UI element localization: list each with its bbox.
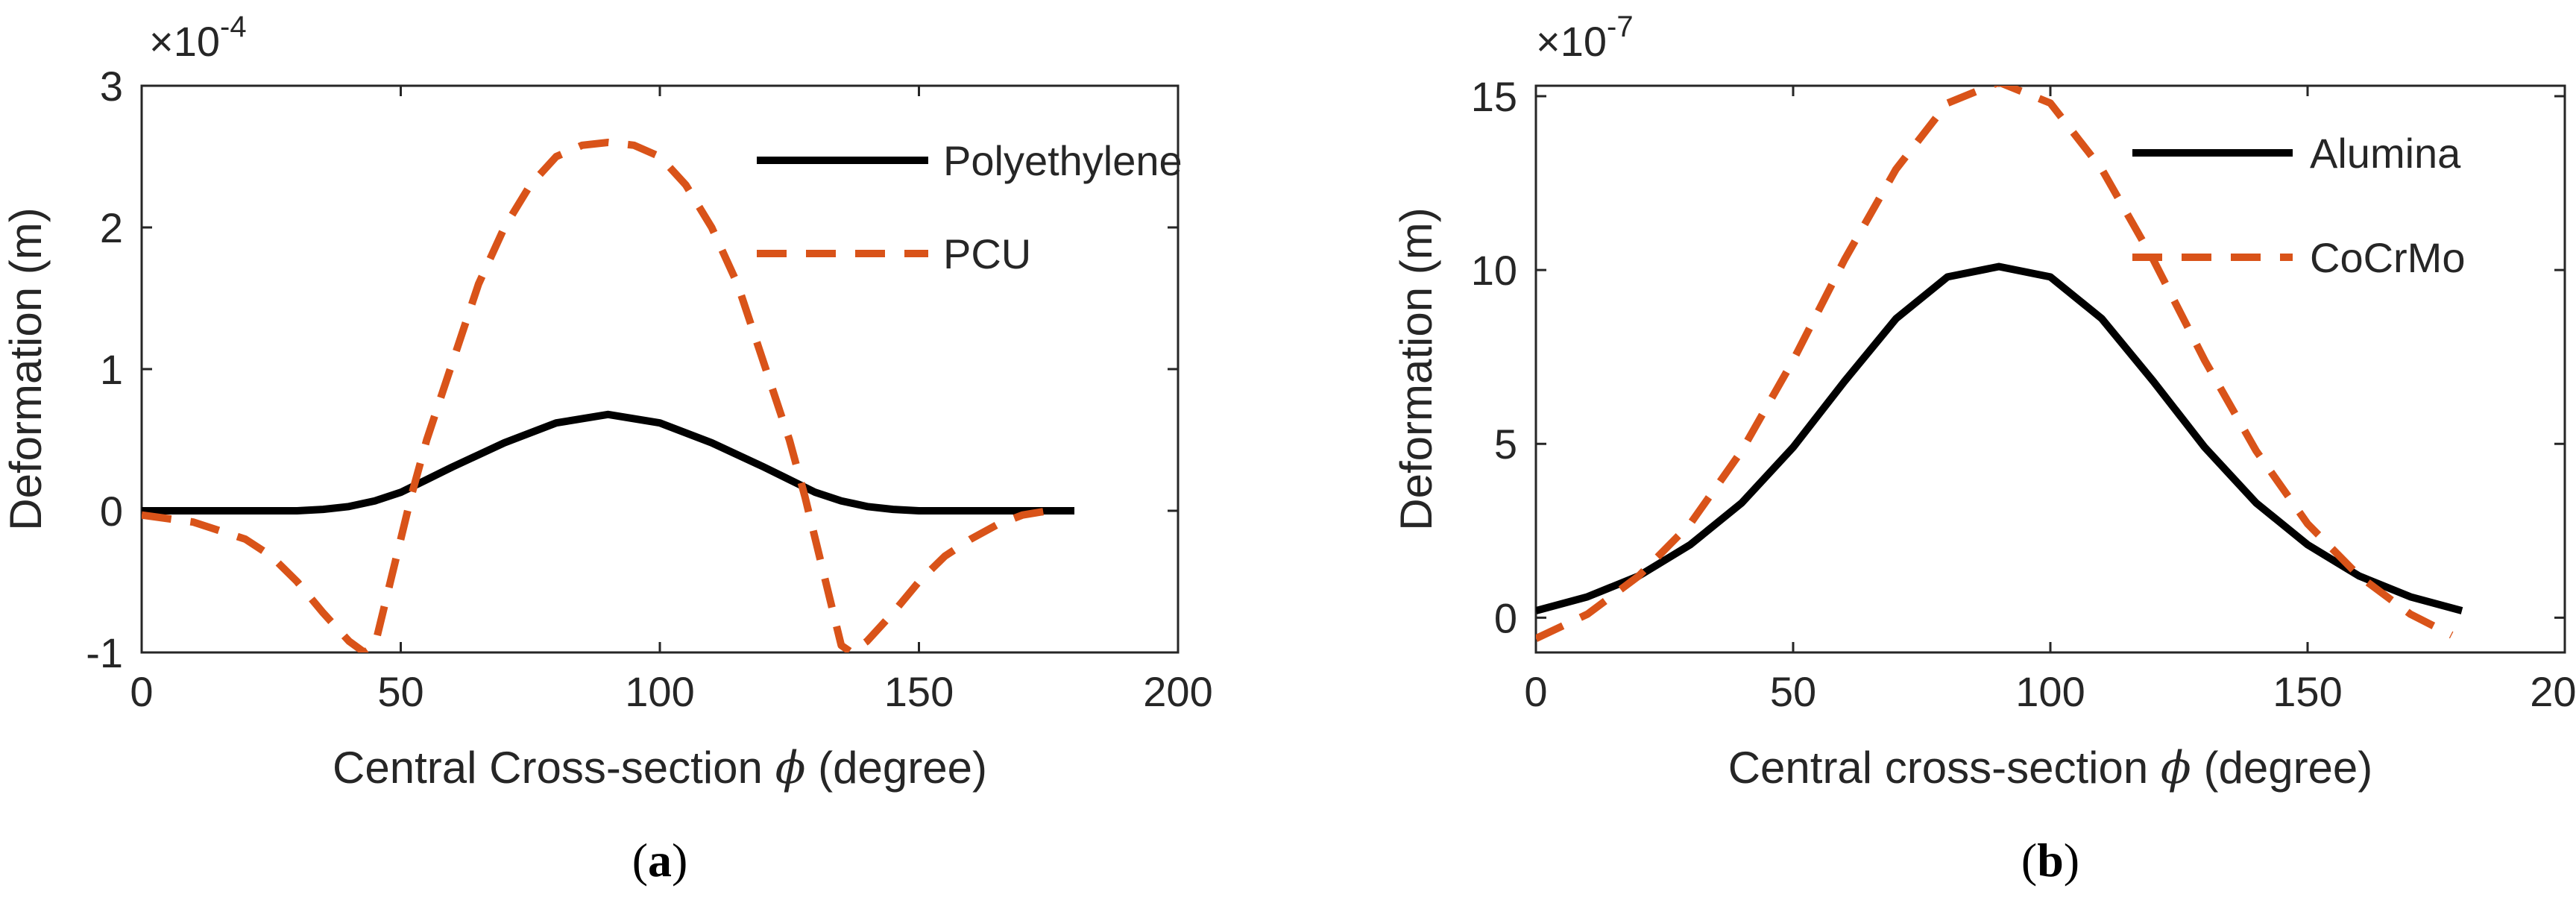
x-axis-label-unit: (degree) <box>2191 743 2372 793</box>
y-tick-label: 15 <box>1471 73 1517 120</box>
x-axis-label: Central cross-section ϕ (degree) <box>1728 742 2373 794</box>
y-tick-label: 10 <box>1471 247 1517 294</box>
y-tick-label: 0 <box>100 488 123 535</box>
x-tick-label: 100 <box>2015 668 2085 715</box>
panel-label-open: ( <box>2021 834 2037 887</box>
panel-label-letter: a <box>648 834 672 887</box>
panel-label-close: ) <box>672 834 687 887</box>
legend-label-cocrmo: CoCrMo <box>2310 234 2465 281</box>
y-tick-label: 3 <box>100 63 123 110</box>
panel-b: 0 50 100 150 200 0 5 10 15 ×10-7 Deformation (m) Ce… <box>1391 10 2576 887</box>
x-axis-label: Central Cross-section ϕ (degree) <box>333 742 987 794</box>
series-line-pcu <box>142 139 1050 652</box>
series-line-cocrmo <box>1536 86 2454 642</box>
y-exponent: ×10-4 <box>149 10 247 65</box>
y-tick-label: 0 <box>1494 594 1517 641</box>
series-line-alumina <box>1536 262 2463 614</box>
x-axis-label-unit: (degree) <box>805 743 986 793</box>
panel-label-letter: b <box>2037 834 2064 887</box>
y-exponent-base: ×10 <box>149 18 220 65</box>
y-axis-label: Deformation (m) <box>1 207 51 530</box>
x-tick-label: 200 <box>1143 668 1212 715</box>
x-tick-label: 0 <box>1524 668 1547 715</box>
y-tick-label: 2 <box>100 204 123 251</box>
phi-symbol: ϕ <box>2161 742 2191 794</box>
y-tick-label: 1 <box>100 346 123 393</box>
y-tick-label: -1 <box>86 629 123 676</box>
y-exponent-power: -4 <box>220 10 247 43</box>
panel-label-close: ) <box>2064 834 2079 887</box>
y-exponent: ×10-7 <box>1536 10 1634 65</box>
phi-symbol: ϕ <box>775 742 806 794</box>
x-tick-label: 50 <box>1770 668 1816 715</box>
x-tick-label: 150 <box>884 668 954 715</box>
y-exponent-base: ×10 <box>1536 18 1607 65</box>
series-line-polyethylene <box>142 410 1074 515</box>
x-tick-label: 200 <box>2530 668 2576 715</box>
y-axis-label: Deformation (m) <box>1391 207 1441 530</box>
legend-label-pcu: PCU <box>943 230 1031 277</box>
x-tick-label: 50 <box>377 668 423 715</box>
x-tick-label: 150 <box>2273 668 2342 715</box>
x-axis-label-text: Central cross-section <box>1728 743 2161 793</box>
panel-label: (b) <box>2021 834 2079 887</box>
y-exponent-power: -7 <box>1607 10 1634 43</box>
legend-label-alumina: Alumina <box>2310 130 2461 177</box>
panel-label-open: ( <box>632 834 648 887</box>
x-tick-label: 0 <box>130 668 153 715</box>
legend-label-polyethylene: Polyethylene <box>943 137 1182 184</box>
panel-label: (a) <box>632 834 688 887</box>
x-tick-label: 100 <box>625 668 694 715</box>
x-axis-label-text: Central Cross-section <box>333 743 775 793</box>
y-tick-label: 5 <box>1494 421 1517 468</box>
